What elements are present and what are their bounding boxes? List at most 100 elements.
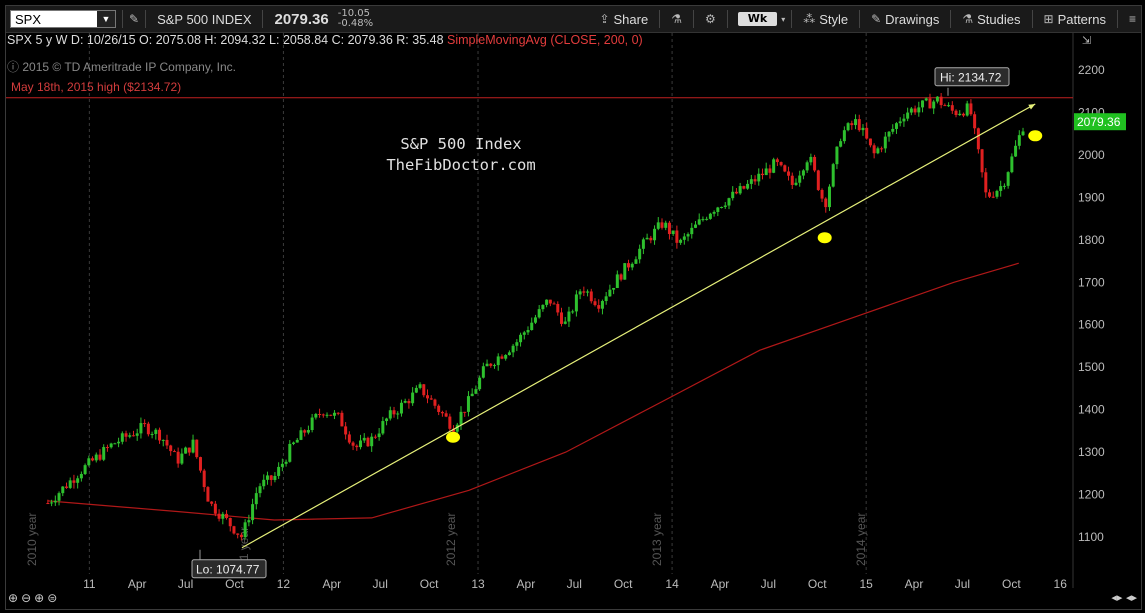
zoom-in-icon[interactable]: ⊕ <box>8 591 19 605</box>
candle-body <box>131 435 135 437</box>
candle-body <box>269 475 273 480</box>
candle-body <box>626 263 630 268</box>
candle-body <box>578 291 582 295</box>
price-tag-box <box>1074 113 1126 131</box>
candle-body <box>165 439 169 446</box>
menu-icon[interactable]: ≡ <box>1128 12 1136 26</box>
study-label: SimpleMovingAvg (CLOSE, 200, 0) <box>447 33 643 47</box>
candle-body <box>548 299 552 304</box>
x-tick-label: Jul <box>373 577 388 591</box>
candle-body <box>57 493 61 501</box>
patterns-button[interactable]: ⊞ Patterns <box>1039 12 1111 27</box>
candle-body <box>738 186 742 194</box>
lo-label-text: Lo: 1074.77 <box>196 563 260 577</box>
candle-body <box>310 417 314 431</box>
candle-body <box>552 303 556 305</box>
candle-body <box>917 107 921 113</box>
divider <box>1116 10 1118 28</box>
candle-body <box>768 168 772 173</box>
timeframe-button[interactable]: Wk <box>737 12 778 26</box>
candle-body <box>656 222 660 229</box>
candle-body <box>225 513 229 519</box>
candle-body <box>277 466 281 476</box>
candle-body <box>295 439 299 443</box>
candle-body <box>120 433 124 442</box>
candle-body <box>649 237 653 241</box>
candle-body <box>980 149 984 173</box>
candle-body <box>675 230 679 243</box>
candle-body <box>466 396 470 412</box>
candle-body <box>835 146 839 165</box>
candle-body <box>742 186 746 189</box>
link-icon[interactable]: ✎ <box>129 12 140 26</box>
candle-body <box>146 423 150 435</box>
flask-icon[interactable]: ⚗ <box>671 12 682 26</box>
candle-body <box>329 414 333 416</box>
candle-body <box>198 457 202 471</box>
candle-body <box>831 164 835 187</box>
candle-body <box>526 330 530 333</box>
candle-body <box>571 311 575 313</box>
scroll-left-icon[interactable]: ◂▸ <box>1111 591 1123 604</box>
trendline-arrowhead <box>1028 103 1036 110</box>
zoom-out-icon[interactable]: ⊖ <box>21 591 32 605</box>
zoom-controls[interactable]: ⊕ ⊖ ⊕ ⊜ <box>8 591 57 605</box>
candle-body <box>303 430 307 433</box>
style-icon: ⁂ <box>803 12 816 26</box>
y-tick-label: 2200 <box>1078 63 1105 77</box>
divider <box>692 10 694 28</box>
candle-body <box>679 239 683 243</box>
candle-body <box>757 173 761 182</box>
chevron-down-icon[interactable]: ▾ <box>781 14 786 24</box>
candle-body <box>697 219 701 225</box>
candle-body <box>969 103 973 115</box>
crosshair-icon[interactable]: ⊜ <box>47 591 58 605</box>
gear-icon[interactable]: ⚙ <box>704 12 716 26</box>
candle-body <box>798 175 802 183</box>
candle-body <box>485 363 489 367</box>
candle-body <box>827 186 831 208</box>
candle-body <box>440 411 444 414</box>
candle-body <box>779 162 783 166</box>
candle-body <box>76 478 80 483</box>
divider <box>950 10 952 28</box>
x-tick-label: Jul <box>567 577 582 591</box>
zoom-fit-icon[interactable]: ⊕ <box>34 591 45 605</box>
dropdown-arrow-icon[interactable]: ▼ <box>97 11 115 27</box>
candle-body <box>772 159 776 173</box>
candle-body <box>411 392 415 404</box>
candle-body <box>478 377 482 390</box>
candle-body <box>61 486 65 494</box>
price-chart[interactable]: 2010 year 11 year 2012 year 2013 year 2014 y… <box>6 6 1141 609</box>
candle-body <box>396 413 400 415</box>
candle-body <box>976 128 980 150</box>
scroll-right-icon[interactable]: ◂▸ <box>1125 591 1137 604</box>
candle-body <box>589 291 593 302</box>
candle-body <box>452 428 456 432</box>
patterns-label: Patterns <box>1057 11 1106 27</box>
candle-body <box>258 486 262 494</box>
studies-button[interactable]: ⚗ Studies <box>957 12 1025 27</box>
candle-body <box>273 475 277 480</box>
share-button[interactable]: ⇪ Share <box>594 12 653 27</box>
candle-body <box>760 173 764 176</box>
candle-body <box>775 159 779 163</box>
candle-body <box>128 435 132 437</box>
style-button[interactable]: ⁂ Style <box>798 12 853 27</box>
candle-body <box>318 413 322 415</box>
candle-body <box>340 412 344 427</box>
candle-body <box>954 110 958 116</box>
candle-body <box>861 127 865 131</box>
year-separator-label: 2014 year <box>854 513 868 566</box>
candle-body <box>232 526 236 534</box>
candle-body <box>1002 185 1006 187</box>
candle-body <box>299 430 303 440</box>
drawings-button[interactable]: ✎ Drawings <box>866 12 944 27</box>
scroll-nav[interactable]: ◂▸ ◂▸ <box>1111 591 1137 604</box>
symbol-selector[interactable]: SPX ▼ <box>10 10 116 28</box>
info-icon: ⓘ <box>7 60 20 74</box>
candle-body <box>887 131 891 137</box>
open-value: O: 2075.08 <box>139 33 201 47</box>
candle-body <box>783 165 787 172</box>
candle-body <box>567 311 571 322</box>
